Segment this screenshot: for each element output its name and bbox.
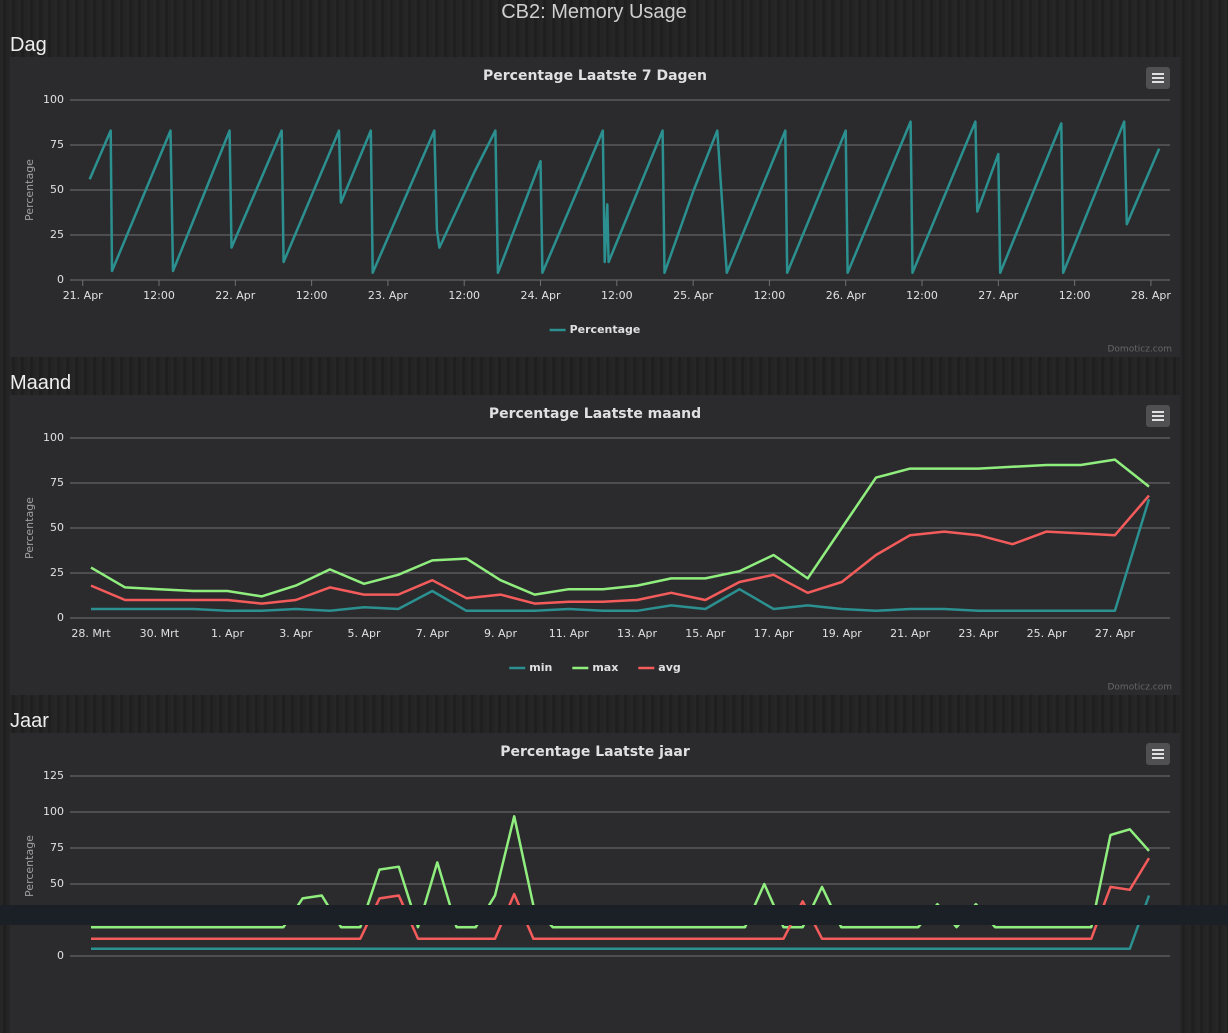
y-tick-label: 100 xyxy=(43,805,64,818)
x-tick-label: 15. Apr xyxy=(685,627,725,640)
x-tick-label: 22. Apr xyxy=(215,289,255,302)
menu-button[interactable] xyxy=(1146,743,1170,765)
page-title: CB2: Memory Usage xyxy=(501,1,687,23)
section-label: Jaar xyxy=(10,710,49,732)
series-line xyxy=(91,498,1151,613)
x-tick-label: 21. Apr xyxy=(63,289,103,302)
x-tick-label: 12:00 xyxy=(601,289,633,302)
x-tick-label: 19. Apr xyxy=(822,627,862,640)
x-tick-label: 1. Apr xyxy=(211,627,244,640)
x-tick-label: 28. Mrt xyxy=(71,627,111,640)
chart: Domoticz.com Percentage Laatste maand Per… xyxy=(23,406,1173,693)
x-tick-label: 30. Mrt xyxy=(140,627,180,640)
y-tick-label: 0 xyxy=(57,949,64,962)
x-tick-label: 12:00 xyxy=(296,289,328,302)
x-tick-label: 13. Apr xyxy=(617,627,657,640)
y-tick-label: 125 xyxy=(43,769,64,782)
chart-card: Percentage Laatste jaarPercentage0255075… xyxy=(10,733,1180,1033)
y-tick-label: 50 xyxy=(50,521,64,534)
y-axis-title: Percentage xyxy=(23,835,36,897)
x-tick-label: 26. Apr xyxy=(826,289,866,302)
y-tick-label: 75 xyxy=(50,476,64,489)
chart-card: Domoticz.com Percentage Laatste 7 Dagen P… xyxy=(10,57,1180,357)
y-tick-label: 100 xyxy=(43,93,64,106)
x-tick-label: 17. Apr xyxy=(754,627,794,640)
chart-title: Percentage Laatste maand xyxy=(489,406,701,422)
series-line xyxy=(88,120,1161,275)
chart: Percentage Laatste jaarPercentage0255075… xyxy=(23,744,1170,962)
section-label: Dag xyxy=(10,34,47,56)
x-tick-label: 11. Apr xyxy=(549,627,589,640)
chart-title: Percentage Laatste jaar xyxy=(500,744,690,760)
y-tick-label: 25 xyxy=(50,228,64,241)
y-axis-title: Percentage xyxy=(23,159,36,221)
y-tick-label: 50 xyxy=(50,183,64,196)
x-tick-label: 12:00 xyxy=(754,289,786,302)
series-line xyxy=(90,458,1150,598)
x-tick-label: 12:00 xyxy=(1059,289,1091,302)
x-tick-label: 23. Apr xyxy=(958,627,998,640)
x-tick-label: 28. Apr xyxy=(1131,289,1171,302)
section-label: Maand xyxy=(10,372,72,394)
x-tick-label: 27. Apr xyxy=(978,289,1018,302)
series-line xyxy=(90,494,1150,605)
x-tick-label: 27. Apr xyxy=(1095,627,1135,640)
x-tick-label: 12:00 xyxy=(448,289,480,302)
chart-title: Percentage Laatste 7 Dagen xyxy=(483,68,707,84)
credits: Domoticz.com xyxy=(1108,345,1173,355)
y-tick-label: 0 xyxy=(57,273,64,286)
x-tick-label: 7. Apr xyxy=(416,627,449,640)
x-tick-label: 24. Apr xyxy=(521,289,561,302)
y-tick-label: 75 xyxy=(50,841,64,854)
legend-label: avg xyxy=(658,661,680,674)
legend-label: min xyxy=(529,661,552,674)
y-tick-label: 0 xyxy=(57,611,64,624)
y-tick-label: 25 xyxy=(50,566,64,579)
x-tick-label: 9. Apr xyxy=(484,627,517,640)
credits: Domoticz.com xyxy=(1108,683,1173,693)
y-tick-label: 75 xyxy=(50,138,64,151)
y-tick-label: 100 xyxy=(43,431,64,444)
legend-label: max xyxy=(592,661,618,674)
x-tick-label: 3. Apr xyxy=(279,627,312,640)
x-tick-label: 12:00 xyxy=(143,289,175,302)
x-tick-label: 5. Apr xyxy=(348,627,381,640)
x-tick-label: 21. Apr xyxy=(890,627,930,640)
x-tick-label: 23. Apr xyxy=(368,289,408,302)
menu-button[interactable] xyxy=(1146,405,1170,427)
x-tick-label: 12:00 xyxy=(906,289,938,302)
menu-button[interactable] xyxy=(1146,67,1170,89)
y-axis-title: Percentage xyxy=(23,497,36,559)
taskbar xyxy=(0,905,1228,925)
chart-card: Domoticz.com Percentage Laatste maand Per… xyxy=(10,395,1180,695)
x-tick-label: 25. Apr xyxy=(1027,627,1067,640)
x-tick-label: 25. Apr xyxy=(673,289,713,302)
chart: Domoticz.com Percentage Laatste 7 Dagen P… xyxy=(23,68,1173,355)
legend-label: Percentage xyxy=(570,323,641,336)
y-tick-label: 50 xyxy=(50,877,64,890)
